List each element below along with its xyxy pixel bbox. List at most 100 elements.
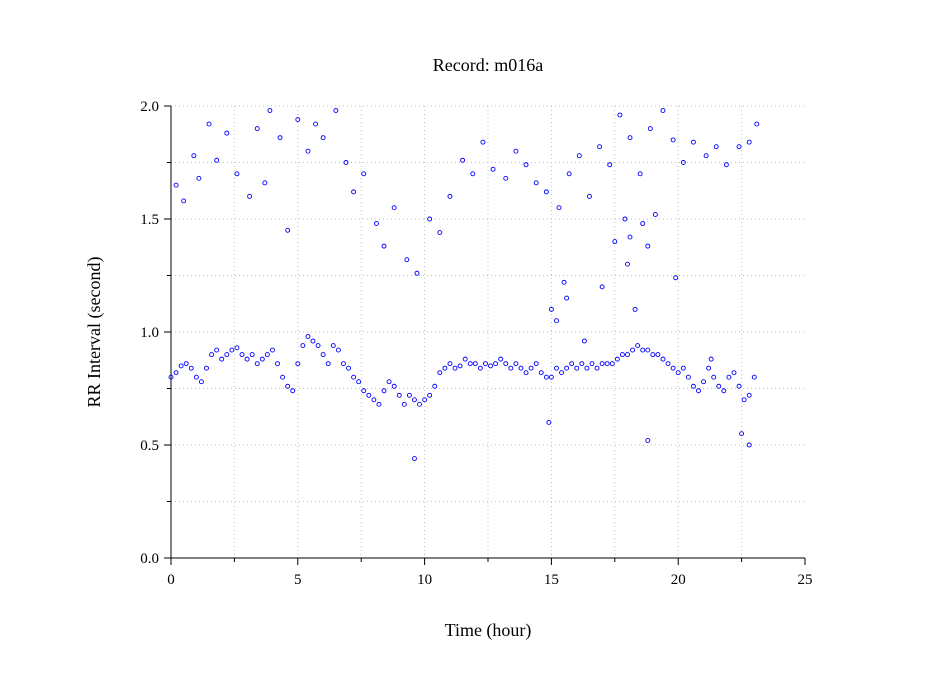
data-point bbox=[234, 171, 240, 177]
data-point bbox=[655, 352, 661, 358]
data-point bbox=[746, 392, 752, 398]
data-point bbox=[576, 153, 582, 159]
data-point bbox=[206, 121, 212, 127]
data-point bbox=[280, 374, 286, 380]
data-point bbox=[599, 361, 605, 367]
y-axis-label: RR Interval (second) bbox=[84, 257, 105, 408]
data-point bbox=[295, 117, 301, 123]
data-point bbox=[619, 352, 625, 358]
data-point bbox=[622, 216, 628, 222]
data-point bbox=[675, 370, 681, 376]
data-point bbox=[665, 361, 671, 367]
data-point bbox=[285, 383, 291, 389]
data-point bbox=[483, 361, 488, 367]
data-point bbox=[736, 383, 742, 389]
data-point bbox=[645, 438, 651, 443]
data-point bbox=[234, 345, 240, 351]
data-point bbox=[513, 148, 519, 154]
data-point bbox=[391, 205, 397, 211]
data-point bbox=[247, 193, 253, 199]
data-point bbox=[259, 356, 265, 362]
data-point bbox=[498, 356, 504, 362]
data-point bbox=[305, 334, 311, 339]
data-point bbox=[224, 130, 230, 136]
data-point bbox=[617, 112, 623, 118]
data-point bbox=[528, 365, 534, 371]
data-point bbox=[214, 157, 220, 163]
data-point bbox=[713, 144, 719, 150]
data-point bbox=[561, 279, 567, 285]
data-point bbox=[625, 261, 630, 267]
data-point bbox=[404, 257, 410, 263]
data-point bbox=[346, 365, 351, 371]
x-tick-label: 25 bbox=[798, 572, 813, 588]
data-point bbox=[556, 205, 562, 211]
data-point bbox=[406, 392, 412, 398]
y-tick-label: 1.0 bbox=[140, 325, 159, 341]
data-point bbox=[548, 306, 554, 312]
data-point bbox=[685, 374, 691, 380]
data-point bbox=[579, 361, 585, 367]
data-point bbox=[741, 397, 747, 403]
data-point bbox=[427, 392, 433, 398]
data-point bbox=[310, 338, 316, 344]
data-point bbox=[726, 374, 732, 380]
data-point bbox=[209, 352, 215, 358]
data-point bbox=[422, 397, 428, 403]
data-point bbox=[196, 175, 202, 181]
data-point bbox=[277, 135, 283, 141]
data-point bbox=[219, 356, 225, 362]
data-point bbox=[181, 198, 187, 204]
data-point bbox=[457, 363, 463, 369]
data-point bbox=[625, 352, 630, 358]
data-point bbox=[503, 175, 509, 181]
data-point bbox=[264, 352, 270, 358]
data-point bbox=[315, 343, 321, 349]
data-point bbox=[637, 171, 643, 177]
data-point bbox=[751, 374, 757, 380]
data-point bbox=[533, 180, 539, 186]
data-point bbox=[193, 374, 199, 380]
data-point bbox=[361, 388, 367, 394]
data-point bbox=[609, 361, 615, 367]
data-point bbox=[589, 361, 595, 367]
data-point bbox=[612, 239, 618, 245]
data-point bbox=[650, 352, 656, 358]
data-point bbox=[472, 361, 478, 367]
data-point bbox=[503, 361, 509, 367]
data-point bbox=[340, 361, 346, 367]
data-point bbox=[647, 126, 653, 132]
grid bbox=[171, 105, 805, 558]
data-point bbox=[290, 388, 296, 394]
data-point bbox=[275, 361, 280, 367]
data-point bbox=[356, 379, 362, 385]
data-point bbox=[721, 388, 727, 394]
data-point bbox=[437, 230, 443, 236]
data-point bbox=[533, 361, 539, 367]
data-point bbox=[488, 363, 493, 369]
data-point bbox=[320, 352, 326, 358]
data-point bbox=[518, 365, 524, 371]
x-tick-label: 10 bbox=[417, 572, 432, 588]
data-point bbox=[198, 379, 204, 385]
data-point bbox=[412, 456, 417, 462]
x-axis-label: Time (hour) bbox=[445, 620, 532, 641]
data-point bbox=[564, 295, 570, 301]
data-point bbox=[723, 162, 729, 168]
data-point bbox=[566, 171, 572, 177]
data-point bbox=[191, 153, 197, 159]
data-point bbox=[680, 160, 686, 165]
data-point bbox=[447, 193, 453, 199]
data-point bbox=[493, 361, 499, 367]
data-point bbox=[333, 108, 339, 113]
data-point bbox=[731, 370, 737, 376]
data-point bbox=[295, 361, 301, 367]
data-point bbox=[335, 347, 341, 353]
data-point bbox=[627, 234, 633, 240]
data-point bbox=[627, 135, 633, 141]
data-point bbox=[267, 108, 273, 113]
data-point bbox=[607, 162, 613, 168]
data-point bbox=[178, 363, 184, 369]
data-point bbox=[508, 365, 514, 371]
